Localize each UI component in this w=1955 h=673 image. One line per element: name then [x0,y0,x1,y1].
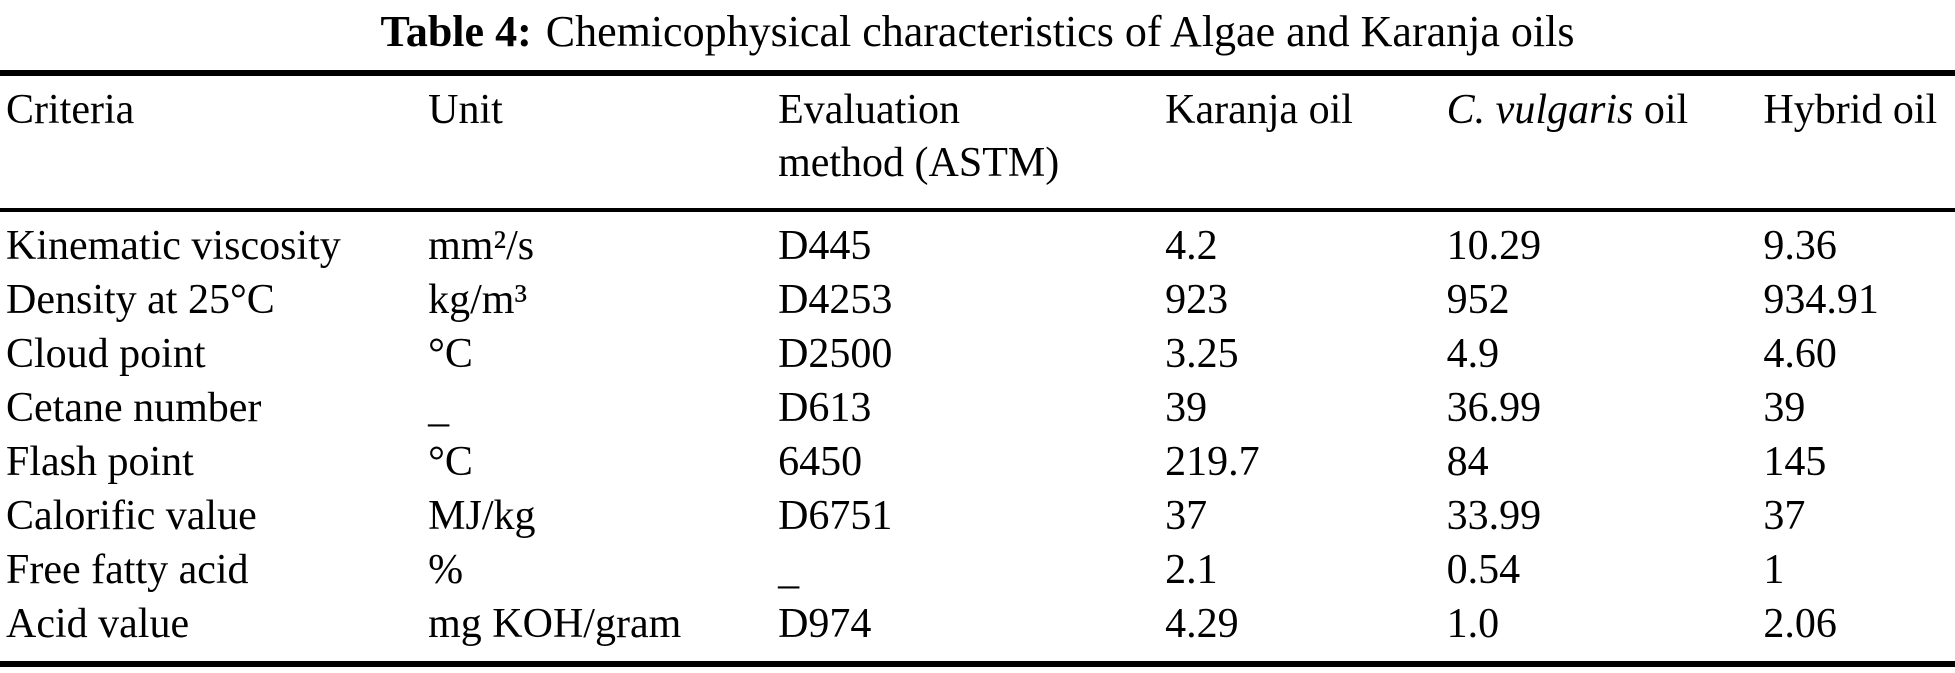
cell-karanja-value: 923 [1165,277,1229,323]
column-header-criteria: Criteria [0,73,429,212]
cell-hybrid-value: 1 [1763,547,1785,593]
evaluation-method-line1: Evaluation [778,87,961,133]
cell-criteria: Cloud point [6,331,206,377]
cell-vulgaris-value: 0.54 [1446,547,1521,593]
cell-method: D974 [778,601,872,647]
cell-unit: mg KOH/gram [428,601,682,647]
column-header-unit: Unit [428,73,779,212]
species-name: C. vulgaris [1446,87,1634,133]
cell-criteria: Density at 25°C [6,277,275,323]
cell-unit: °C [428,439,473,485]
table-row-cloud-point: Cloud point °C D2500 3.25 4.9 4.60 [0,327,1955,381]
cell-unit: % [428,547,464,593]
cell-method: D445 [778,223,872,269]
cell-unit: kg/m³ [428,277,528,323]
cell-criteria: Calorific value [6,493,257,539]
species-suffix: oil [1633,87,1689,133]
cell-hybrid-value: 4.60 [1763,331,1837,377]
cell-karanja-value: 37 [1165,493,1208,539]
cell-method: D613 [778,385,872,431]
cell-karanja-value: 39 [1165,385,1208,431]
table-row-kinematic-viscosity: Kinematic viscosity mm²/s D445 4.2 10.29… [0,210,1955,273]
cell-unit: mm²/s [428,223,535,269]
cell-vulgaris-value: 36.99 [1446,385,1542,431]
table-row-cetane-number: Cetane number _ D613 39 36.99 39 [0,381,1955,435]
table-row-density: Density at 25°C kg/m³ D4253 923 952 934.… [0,273,1955,327]
cell-method: D4253 [778,277,893,323]
cell-hybrid-value: 39 [1763,385,1806,431]
cell-hybrid-value: 37 [1763,493,1806,539]
cell-karanja-value: 219.7 [1165,439,1260,485]
cell-criteria: Acid value [6,601,190,647]
table-row-flash-point: Flash point °C 6450 219.7 84 145 [0,435,1955,489]
cell-hybrid-value: 934.91 [1763,277,1879,323]
oil-characteristics-table: Criteria Unit Evaluation method (ASTM) K… [0,70,1955,667]
cell-karanja-value: 2.1 [1165,547,1218,593]
column-header-c-vulgaris-oil: C. vulgaris oil [1446,73,1764,212]
cell-karanja-value: 3.25 [1165,331,1239,377]
table-caption-text: Chemicophysical characteristics of Algae… [545,7,1575,56]
table-caption: Table 4: Chemicophysical characteristics … [0,0,1955,70]
cell-hybrid-value: 145 [1763,439,1827,485]
cell-hybrid-value: 2.06 [1763,601,1837,647]
cell-vulgaris-value: 952 [1446,277,1510,323]
table-row-acid-value: Acid value mg KOH/gram D974 4.29 1.0 2.0… [0,597,1955,664]
cell-unit: °C [428,331,473,377]
table-header-row: Criteria Unit Evaluation method (ASTM) K… [0,73,1955,212]
cell-method: D6751 [778,493,893,539]
cell-unit: _ [428,385,450,431]
cell-vulgaris-value: 33.99 [1446,493,1542,539]
column-header-karanja-oil: Karanja oil [1165,73,1447,212]
cell-criteria: Kinematic viscosity [6,223,341,269]
table-caption-label: Table 4: [380,7,532,56]
cell-vulgaris-value: 1.0 [1446,601,1500,647]
column-header-hybrid-oil: Hybrid oil [1763,73,1955,212]
cell-method: 6450 [778,439,863,485]
cell-karanja-value: 4.2 [1165,223,1218,269]
cell-method: _ [778,547,800,593]
cell-method: D2500 [778,331,893,377]
cell-vulgaris-value: 84 [1446,439,1489,485]
table-row-free-fatty-acid: Free fatty acid % _ 2.1 0.54 1 [0,543,1955,597]
cell-hybrid-value: 9.36 [1763,223,1837,269]
cell-vulgaris-value: 10.29 [1446,223,1542,269]
cell-vulgaris-value: 4.9 [1446,331,1500,377]
cell-criteria: Flash point [6,439,194,485]
evaluation-method-line2: method (ASTM) [778,140,1060,186]
column-header-evaluation-method: Evaluation method (ASTM) [778,73,1166,212]
cell-criteria: Cetane number [6,385,262,431]
cell-karanja-value: 4.29 [1165,601,1239,647]
cell-criteria: Free fatty acid [6,547,249,593]
table-row-calorific-value: Calorific value MJ/kg D6751 37 33.99 37 [0,489,1955,543]
cell-unit: MJ/kg [428,493,536,539]
